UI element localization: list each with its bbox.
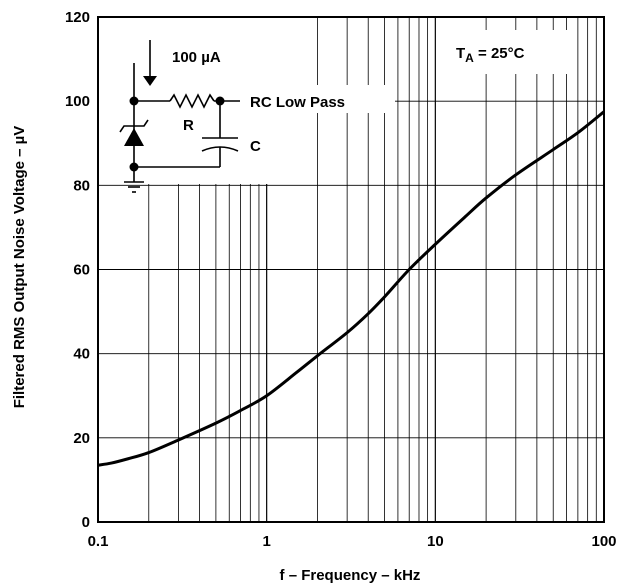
filter-label-bg	[295, 85, 395, 113]
y-tick-label: 80	[73, 177, 90, 194]
x-tick-label: 1	[262, 533, 270, 550]
y-axis-label: Filtered RMS Output Noise Voltage – µV	[11, 126, 28, 409]
inset-background	[99, 18, 576, 184]
y-tick-labels: 0 20 40 60 80 100 120	[65, 9, 90, 531]
condition-sub: A	[465, 51, 474, 65]
condition-rest: = 25°C	[474, 45, 525, 62]
y-tick-label: 60	[73, 262, 90, 279]
condition-label: TA = 25°C	[456, 45, 525, 65]
capacitor-label-bg	[244, 134, 270, 160]
current-label: 100 µA	[172, 49, 221, 66]
condition-label-bg	[442, 30, 576, 74]
x-axis-label: f – Frequency – kHz	[280, 567, 421, 584]
y-tick-label: 20	[73, 430, 90, 447]
node-dot	[129, 96, 139, 106]
diode-icon	[124, 128, 144, 146]
condition-base: T	[456, 45, 465, 62]
capacitor-label: C	[250, 138, 261, 155]
node-dot	[129, 162, 139, 172]
y-tick-label: 0	[82, 514, 90, 531]
x-tick-labels: 0.1 1 10 100	[88, 533, 617, 550]
y-tick-label: 40	[73, 346, 90, 363]
x-tick-label: 0.1	[88, 533, 109, 550]
node-dot	[215, 96, 225, 106]
plot-frame	[97, 16, 605, 523]
y-tick-label: 120	[65, 9, 90, 26]
x-tick-label: 10	[427, 533, 444, 550]
resistor-icon	[169, 93, 215, 109]
x-tick-label: 100	[591, 533, 616, 550]
y-tick-label: 100	[65, 93, 90, 110]
filter-label: RC Low Pass	[250, 94, 345, 111]
noise-curve	[97, 110, 605, 467]
resistor-label: R	[183, 117, 194, 134]
diode-cathode	[119, 119, 149, 133]
current-arrow-icon	[143, 76, 157, 86]
